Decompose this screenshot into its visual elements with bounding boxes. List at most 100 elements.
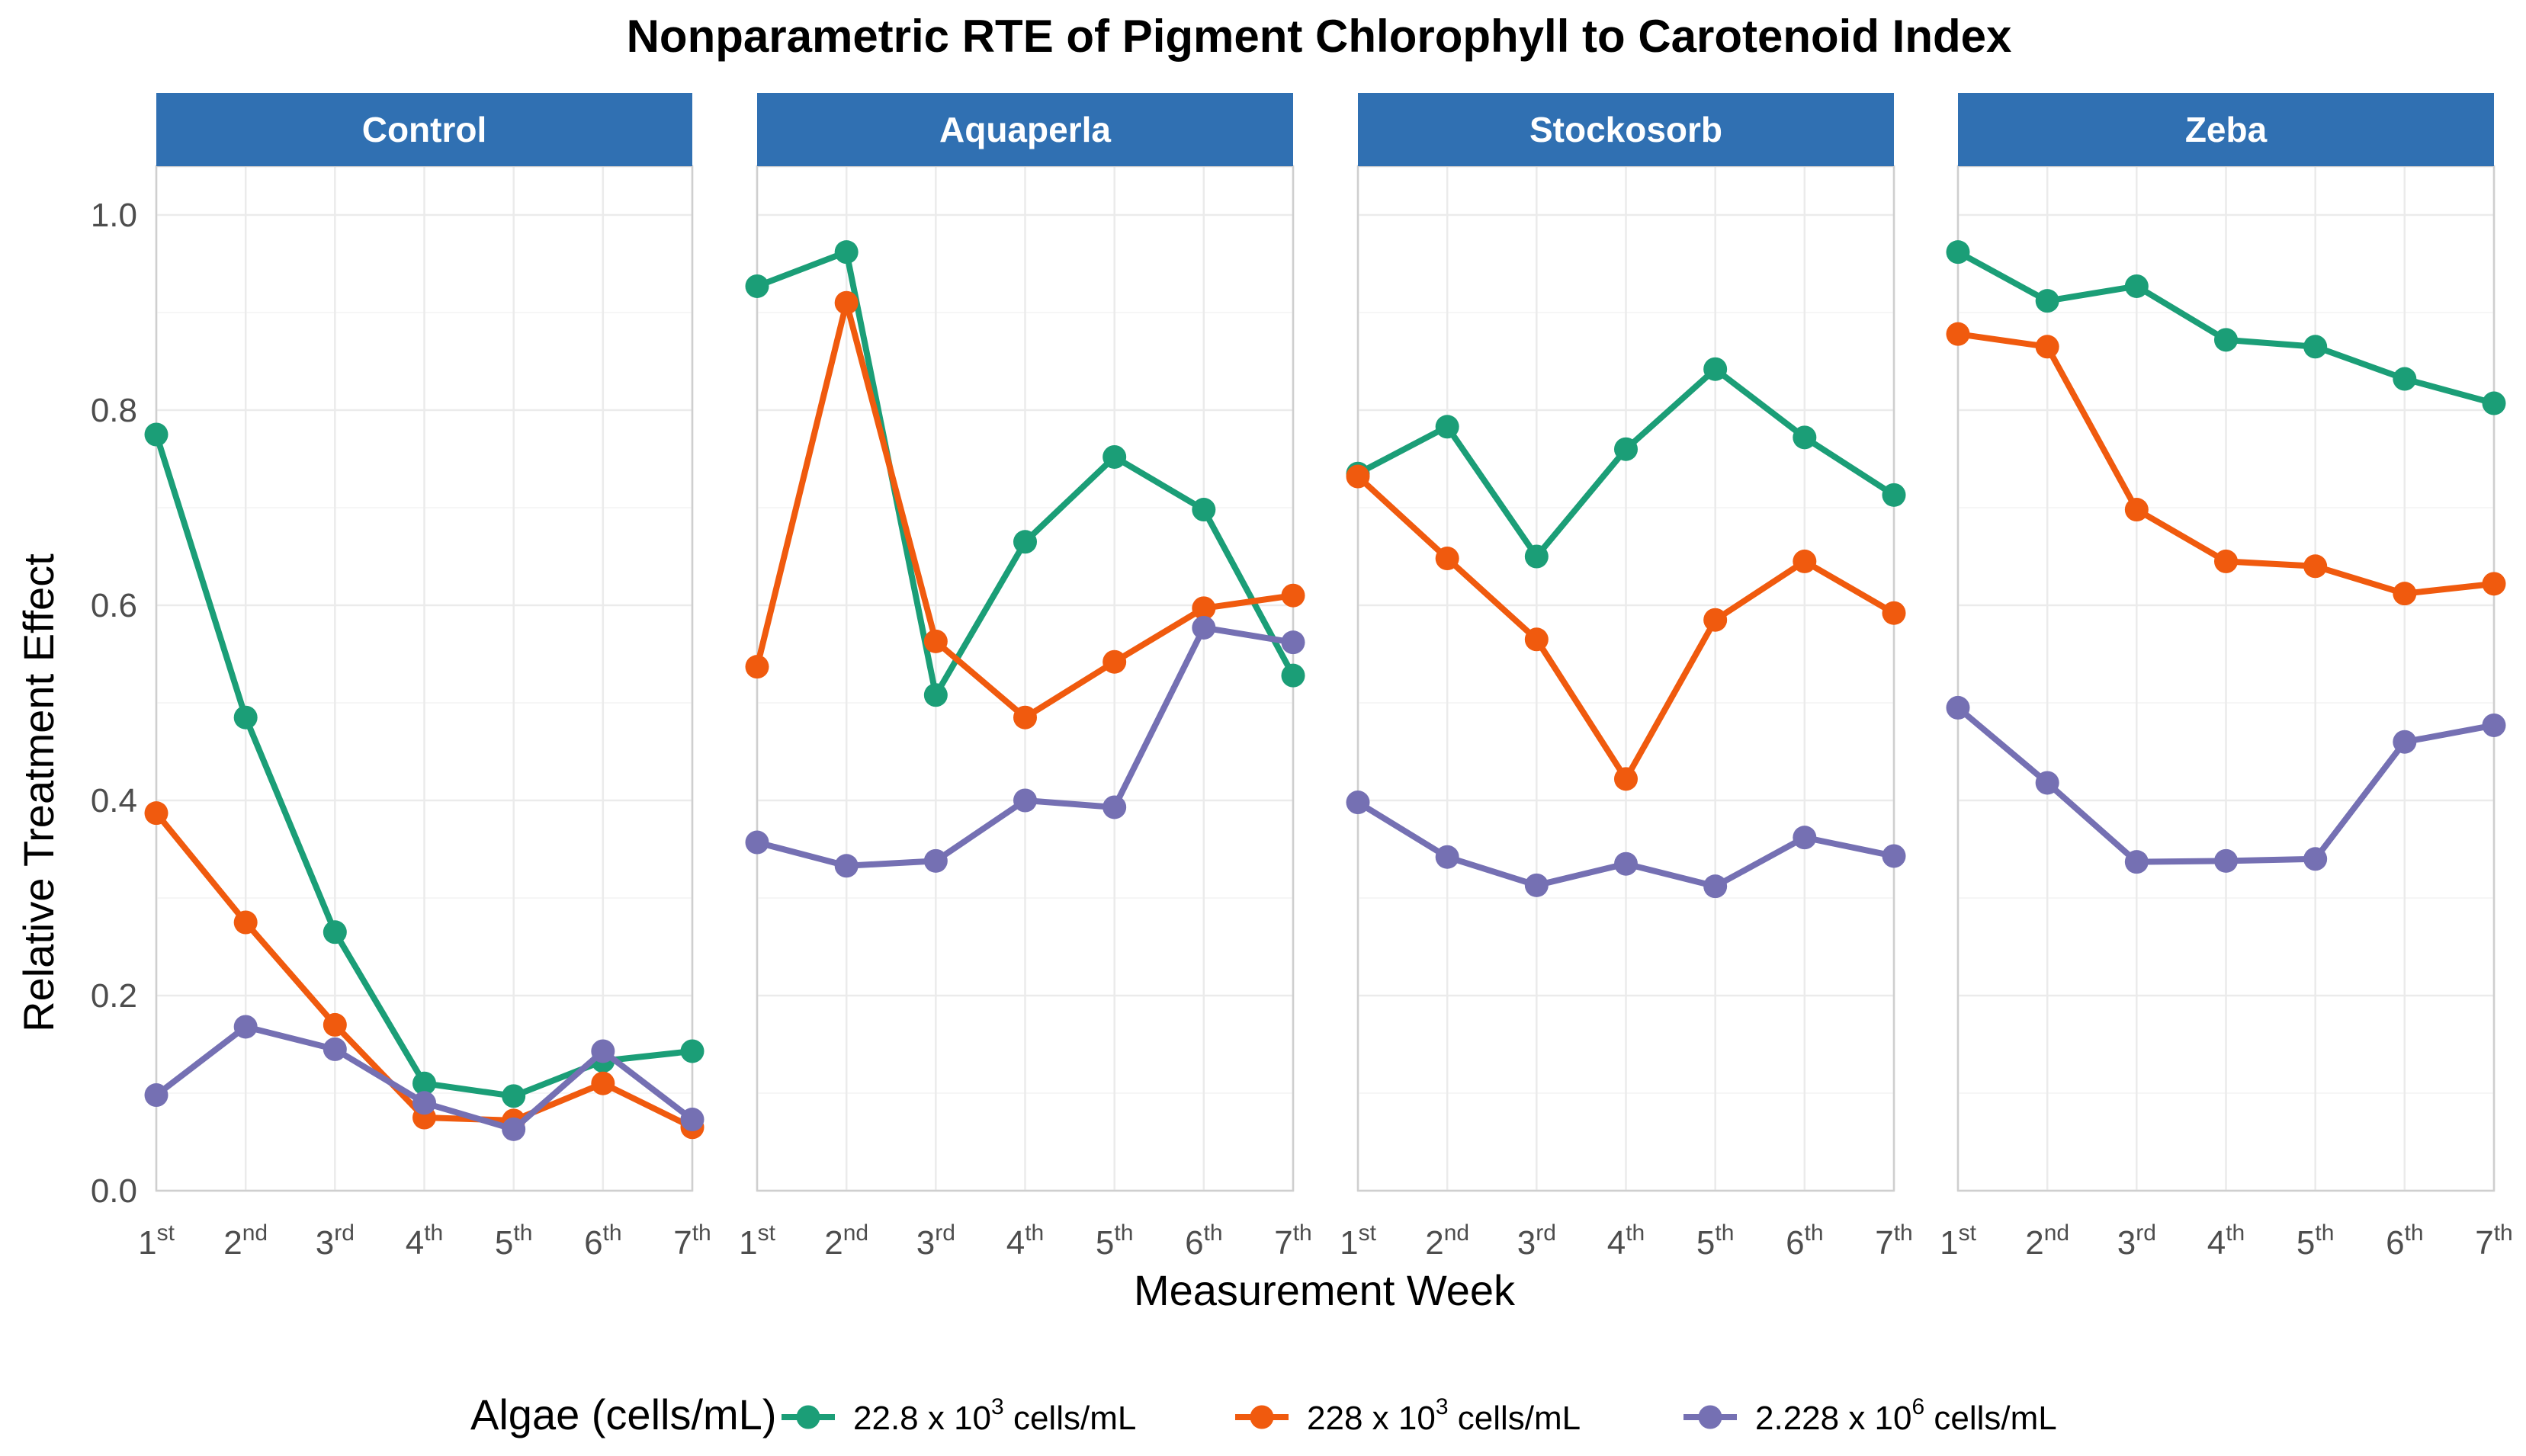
legend: Algae (cells/mL) 22.8 x 103 cells/mL 228 x… (470, 1390, 2057, 1438)
data-point (745, 274, 769, 298)
data-point (2482, 713, 2506, 737)
data-point (2303, 335, 2328, 359)
data-point (591, 1039, 615, 1063)
x-tick-label: 2nd (824, 1220, 868, 1262)
data-point (834, 240, 859, 265)
x-tick-label: 7th (2475, 1220, 2513, 1262)
facet-strip (1958, 93, 2494, 166)
x-tick-label: 3rd (1517, 1220, 1556, 1262)
data-point (2035, 771, 2059, 795)
x-tick-label: 1st (1940, 1220, 1976, 1262)
data-point (1703, 357, 1728, 381)
y-tick-label: 0.8 (91, 392, 137, 429)
data-point (1882, 601, 1906, 625)
data-point (2214, 328, 2238, 352)
facet-strip-label: Aquaperla (939, 110, 1111, 149)
data-point (2214, 848, 2238, 873)
panel-control: Control 1st 2nd 3rd 4th 5th 6th 7th (138, 93, 711, 1262)
facet-strip (156, 93, 692, 166)
facet-strip-label: Stockosorb (1529, 110, 1722, 149)
data-point (1703, 608, 1728, 632)
data-point (1946, 240, 1970, 265)
data-point (1882, 844, 1906, 868)
data-point (1793, 549, 1817, 573)
data-point (1793, 425, 1817, 450)
panel-stockosorb: Stockosorb 1st 2nd 3rd 4th 5th 6th 7th (1340, 93, 1913, 1262)
data-point (1013, 788, 1037, 813)
y-tick-label: 0.0 (91, 1172, 137, 1210)
x-tick-label: 1st (1340, 1220, 1376, 1262)
data-point (1524, 627, 1549, 652)
data-point (2124, 498, 2149, 522)
facet-strip (1358, 93, 1894, 166)
data-point (1524, 873, 1549, 897)
data-point (2393, 730, 2417, 754)
x-tick-label: 4th (2207, 1220, 2245, 1262)
data-point (323, 1012, 347, 1037)
y-tick-label: 0.6 (91, 587, 137, 624)
legend-label: 22.8 x 103 cells/mL (853, 1394, 1136, 1437)
facet-strip-label: Zeba (2185, 110, 2268, 149)
x-tick-label: 2nd (2025, 1220, 2069, 1262)
data-point (745, 830, 769, 855)
y-tick-label: 0.4 (91, 782, 137, 819)
data-point (1882, 483, 1906, 507)
legend-label: 228 x 103 cells/mL (1307, 1394, 1581, 1437)
facet-strip (757, 93, 1293, 166)
data-point (680, 1039, 705, 1063)
data-point (2035, 289, 2059, 313)
data-point (2303, 554, 2328, 579)
data-point (1013, 705, 1037, 730)
x-axis-title: Measurement Week (1134, 1266, 1516, 1314)
x-tick-label: 6th (2386, 1220, 2424, 1262)
legend-key-point (1250, 1405, 1274, 1429)
data-point (680, 1108, 705, 1132)
x-tick-label: 2nd (223, 1220, 268, 1262)
y-axis-title: Relative Treatment Effect (14, 553, 63, 1032)
data-point (2482, 391, 2506, 415)
data-point (1192, 615, 1216, 640)
data-point (1103, 795, 1127, 819)
data-point (2035, 335, 2059, 359)
facet-strip-label: Control (362, 110, 487, 149)
data-point (923, 629, 948, 653)
data-point (591, 1071, 615, 1095)
data-point (1281, 663, 1305, 688)
x-tick-label: 3rd (2117, 1220, 2156, 1262)
data-point (502, 1084, 526, 1108)
x-tick-label: 5th (1096, 1220, 1134, 1262)
x-tick-label: 7th (1875, 1220, 1913, 1262)
data-point (1346, 791, 1370, 815)
data-point (144, 1083, 169, 1108)
data-point (1346, 464, 1370, 489)
legend-key-point (1698, 1405, 1722, 1429)
x-tick-label: 6th (1185, 1220, 1223, 1262)
data-point (502, 1117, 526, 1141)
x-tick-label: 1st (138, 1220, 175, 1262)
panel-zeba: Zeba 1st 2nd 3rd 4th 5th 6th 7th (1940, 93, 2513, 1262)
data-point (1013, 530, 1037, 554)
data-point (923, 683, 948, 707)
x-tick-label: 6th (584, 1220, 622, 1262)
legend-item-1: 22.8 x 103 cells/mL (782, 1394, 1136, 1437)
data-point (412, 1071, 436, 1095)
data-point (144, 801, 169, 826)
x-tick-label: 3rd (916, 1220, 955, 1262)
x-tick-label: 4th (1607, 1220, 1645, 1262)
legend-title: Algae (cells/mL) (470, 1390, 776, 1438)
y-tick-label: 1.0 (91, 197, 137, 234)
x-tick-label: 1st (739, 1220, 775, 1262)
data-point (1614, 851, 1638, 876)
data-point (1281, 583, 1305, 608)
legend-item-3: 2.228 x 106 cells/mL (1683, 1394, 2057, 1437)
y-axis: 0.0 0.2 0.4 0.6 0.8 1.0 (91, 197, 137, 1210)
x-tick-label: 3rd (316, 1220, 355, 1262)
data-point (1103, 649, 1127, 674)
x-tick-label: 4th (1006, 1220, 1045, 1262)
data-point (323, 920, 347, 944)
legend-label: 2.228 x 106 cells/mL (1755, 1394, 2057, 1437)
data-point (233, 910, 258, 935)
legend-key-point (796, 1405, 820, 1429)
data-point (233, 1015, 258, 1039)
data-point (2393, 582, 2417, 606)
